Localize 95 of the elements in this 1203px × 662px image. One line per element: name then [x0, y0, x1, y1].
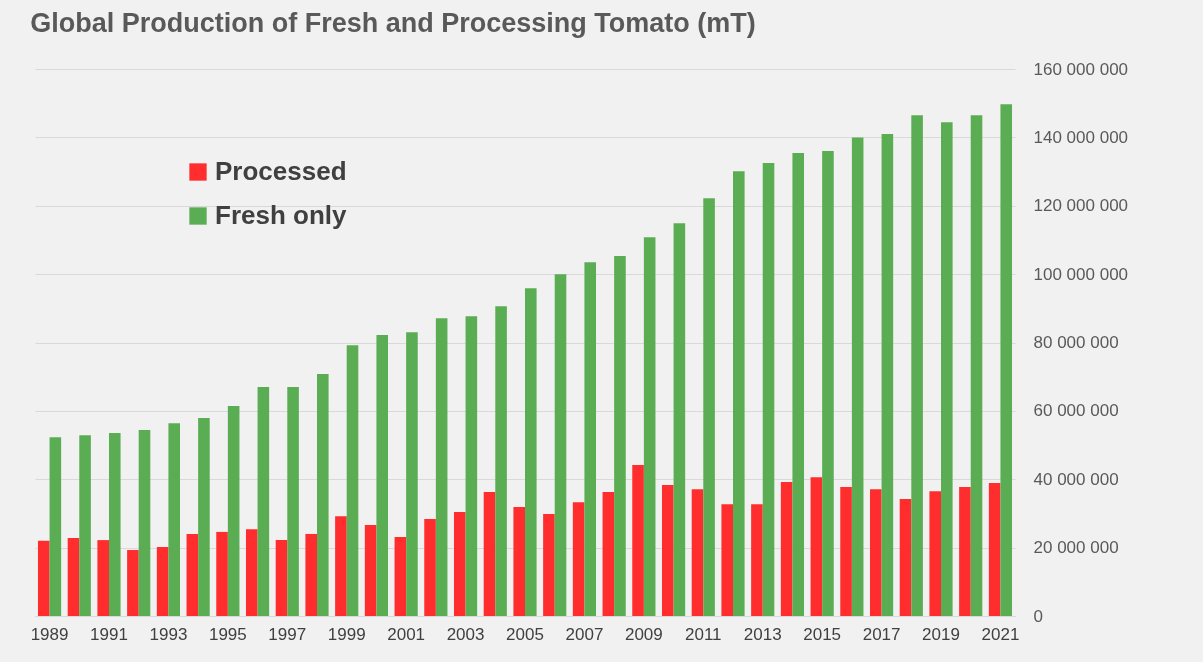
bar — [881, 133, 894, 616]
bar — [970, 115, 983, 616]
bar — [780, 481, 793, 616]
bar — [762, 163, 775, 616]
bar — [394, 537, 407, 616]
bar — [453, 512, 466, 616]
bar — [364, 525, 377, 616]
x-tick-label: 2001 — [387, 624, 426, 644]
bar — [108, 433, 121, 616]
bar — [465, 316, 478, 616]
x-tick-label: 2005 — [506, 624, 544, 644]
bar — [216, 531, 228, 616]
chart-title: Global Production of Fresh and Processing Tomato (mT) — [30, 8, 756, 38]
y-tick-label: 140 000 000 — [1033, 127, 1129, 147]
bar — [840, 487, 852, 616]
y-tick-label: 80 000 000 — [1033, 333, 1119, 352]
x-tick-label: 1997 — [268, 624, 307, 644]
bar — [287, 386, 299, 616]
bar — [495, 306, 507, 616]
y-tick-label: 60 000 000 — [1033, 401, 1119, 421]
bar — [810, 477, 823, 616]
bar — [959, 487, 971, 616]
legend-label: Processed — [215, 156, 347, 186]
bar — [257, 386, 270, 616]
bar — [751, 504, 763, 616]
bar — [275, 540, 288, 616]
bar — [245, 529, 258, 616]
bar — [138, 430, 151, 616]
bar — [317, 373, 329, 616]
bar — [988, 483, 1001, 616]
x-tick-label: 2017 — [862, 624, 901, 644]
bar — [869, 489, 882, 616]
bar — [602, 491, 615, 616]
bar — [543, 514, 555, 616]
x-tick-label: 2011 — [685, 624, 722, 644]
x-tick-label: 2019 — [922, 624, 960, 644]
bar — [1000, 104, 1013, 616]
bar — [305, 533, 317, 616]
x-tick-label: 1999 — [327, 624, 366, 644]
legend-label: Fresh only — [215, 200, 348, 230]
bar — [721, 504, 733, 616]
bar — [376, 334, 389, 616]
bar — [822, 151, 834, 616]
x-tick-label: 1995 — [208, 624, 247, 644]
x-tick-label: 2009 — [624, 624, 663, 644]
bar — [156, 546, 169, 616]
bar — [733, 171, 745, 616]
bar — [792, 153, 805, 616]
x-tick-label: 2021 — [981, 624, 1020, 644]
bar — [929, 491, 942, 616]
bar — [37, 540, 50, 616]
bar — [346, 345, 359, 616]
bar — [424, 518, 436, 616]
bar — [168, 423, 181, 616]
bar — [673, 223, 686, 616]
bar — [198, 418, 210, 616]
bar — [483, 491, 496, 616]
y-tick-label: 160 000 000 — [1033, 59, 1129, 79]
bar — [643, 237, 656, 616]
bar — [406, 332, 418, 616]
bar — [941, 122, 953, 616]
bar — [435, 318, 448, 616]
y-tick-label: 100 000 000 — [1033, 264, 1129, 284]
bar — [127, 550, 139, 616]
x-tick-label: 1991 — [90, 624, 128, 644]
bar — [899, 499, 912, 616]
bar — [572, 502, 585, 616]
x-tick-label: 2007 — [565, 624, 604, 644]
x-tick-label: 2015 — [803, 624, 842, 644]
bar — [227, 406, 240, 616]
x-tick-label: 2013 — [743, 624, 782, 644]
bar — [703, 198, 715, 616]
bar — [554, 274, 567, 616]
bar — [911, 115, 923, 616]
bar — [335, 516, 347, 616]
y-tick-label: 120 000 000 — [1033, 196, 1129, 216]
bar — [614, 256, 626, 616]
bar — [661, 485, 674, 616]
x-tick-label: 2003 — [446, 624, 485, 644]
bar — [525, 288, 537, 616]
y-tick-label: 0 — [1033, 606, 1043, 626]
y-tick-label: 40 000 000 — [1033, 469, 1119, 489]
bar — [851, 137, 864, 616]
bar — [691, 489, 704, 616]
bar — [584, 262, 597, 616]
bar — [186, 533, 199, 616]
bar — [632, 464, 644, 616]
bar — [67, 538, 80, 616]
bar — [49, 437, 62, 616]
bar — [79, 435, 91, 616]
x-tick-label: 1989 — [30, 624, 69, 644]
bar — [97, 540, 109, 616]
y-tick-label: 20 000 000 — [1033, 538, 1119, 558]
bar — [513, 506, 525, 616]
x-tick-label: 1993 — [149, 624, 188, 644]
